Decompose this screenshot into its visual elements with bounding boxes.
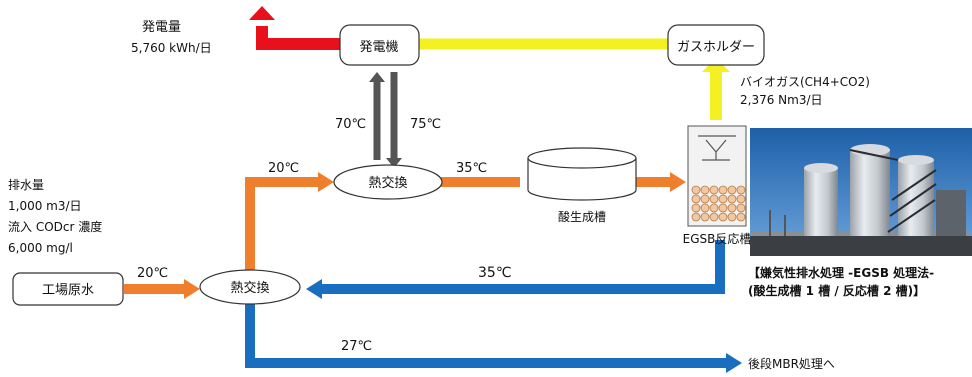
water-arrowhead-to-reactor <box>670 172 686 192</box>
egsb-reactor-label: EGSB反応槽 <box>683 232 752 246</box>
photo-caption-line-1: 【嫌気性排水処理 -EGSB 処理法- <box>748 266 935 280</box>
wastewater-volume-label: 排水量 <box>8 178 44 192</box>
raw-water-arrowhead <box>184 279 200 299</box>
heat-exchanger-lower <box>199 269 301 305</box>
egsb-reactor <box>687 125 747 227</box>
generator-box <box>339 24 420 66</box>
water-line-up <box>245 177 320 272</box>
temperature-70: 70℃ <box>335 117 366 132</box>
generator-label: 発電機 <box>359 40 398 55</box>
outlet-label: 後段MBR処理へ <box>748 356 835 371</box>
temperature-75: 75℃ <box>410 117 441 132</box>
egsb-plant-photo <box>750 128 972 256</box>
biogas-value: 2,376 Nm3/日 <box>740 93 823 107</box>
temperature-35-upper: 35℃ <box>456 161 487 176</box>
power-value: 5,760 kWh/日 <box>131 41 212 55</box>
power-output-arrowhead <box>249 6 275 20</box>
temperature-20-upper: 20℃ <box>268 161 299 176</box>
gas-holder-box <box>667 24 765 66</box>
outlet-line <box>245 302 728 368</box>
water-arrowhead-to-hx <box>318 172 334 192</box>
return-line <box>320 240 725 294</box>
temperature-35-return: 35℃ <box>478 265 512 281</box>
heat-arrowhead-up <box>369 72 385 82</box>
photo-caption-line-2: (酸生成槽 1 槽 / 反応槽 2 槽)】 <box>748 284 926 298</box>
raw-water-box <box>12 272 124 306</box>
heat-exchanger-upper-label: 熱交換 <box>368 175 407 191</box>
gas-holder-label: ガスホルダー <box>677 40 755 55</box>
inflow-cod-value: 6,000 mg/l <box>8 241 73 255</box>
heat-exchanger-upper <box>333 164 443 200</box>
photo-caption: 【嫌気性排水処理 -EGSB 処理法- (酸生成槽 1 槽 / 反応槽 2 槽)… <box>748 264 972 300</box>
inflow-cod-label: 流入 CODcr 濃度 <box>8 219 102 234</box>
heat-arrowhead-down <box>386 158 402 168</box>
acidification-tank <box>527 147 637 201</box>
heat-exchanger-lower-label: 熱交換 <box>230 280 269 296</box>
wastewater-volume-value: 1,000 m3/日 <box>8 199 82 213</box>
outlet-arrowhead <box>726 353 742 373</box>
power-label: 発電量 <box>142 20 181 35</box>
temperature-20-left: 20℃ <box>137 266 168 281</box>
temperature-27: 27℃ <box>341 339 372 354</box>
return-arrowhead <box>306 279 322 299</box>
acidification-tank-label: 酸生成槽 <box>558 209 606 224</box>
raw-water-label: 工場原水 <box>42 283 94 298</box>
biogas-label: バイオガス(CH4+CO2) <box>740 75 870 89</box>
